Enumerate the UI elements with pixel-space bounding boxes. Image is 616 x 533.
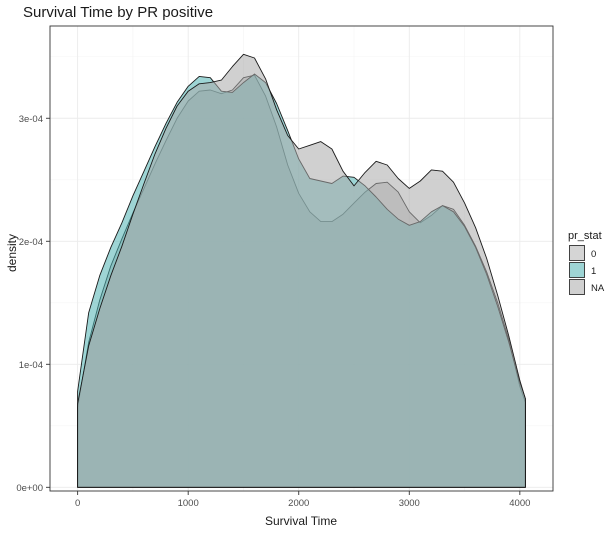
legend-key-0 (569, 245, 585, 261)
x-axis: 0 1000 2000 3000 4000 (75, 491, 530, 509)
legend-label-0: 0 (591, 249, 596, 260)
legend-key-na (569, 279, 585, 295)
y-tick-label: 2e-04 (19, 237, 43, 248)
panel-border (49, 25, 554, 492)
y-axis-title: density (5, 234, 19, 272)
legend-title: pr_stat (568, 230, 602, 242)
legend: pr_stat 0 1 NA (568, 230, 605, 295)
y-tick-label: 0e+00 (16, 483, 43, 494)
y-axis: 0e+00 1e-04 2e-04 3e-04 (16, 114, 50, 494)
x-tick-label: 3000 (399, 498, 420, 509)
legend-label-na: NA (591, 283, 605, 294)
legend-key-1 (569, 262, 585, 278)
plot-panel (49, 25, 554, 492)
x-tick-label: 4000 (509, 498, 530, 509)
x-tick-label: 2000 (288, 498, 309, 509)
chart-title: Survival Time by PR positive (23, 4, 213, 21)
density-areas (77, 53, 526, 488)
x-axis-title: Survival Time (265, 514, 337, 528)
x-tick-label: 0 (75, 498, 80, 509)
y-tick-label: 1e-04 (19, 360, 43, 371)
x-tick-label: 1000 (178, 498, 199, 509)
density-area-na (77, 53, 526, 488)
y-tick-label: 3e-04 (19, 114, 43, 125)
legend-label-1: 1 (591, 266, 596, 277)
